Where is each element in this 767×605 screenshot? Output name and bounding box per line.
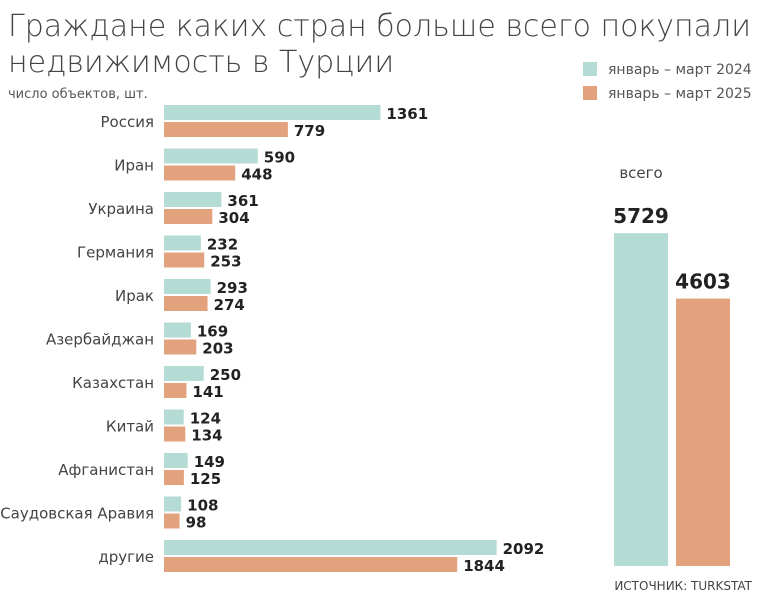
- legend-swatch-2025: [583, 86, 597, 100]
- data-label: 203: [202, 340, 233, 358]
- total-value-label: 5729: [613, 204, 669, 228]
- bar-2025: [164, 557, 458, 572]
- data-label: 134: [191, 427, 222, 445]
- y-axis-label: число объектов, шт.: [8, 87, 148, 102]
- category-label: Германия: [77, 244, 154, 262]
- bar-2024: [164, 148, 258, 164]
- data-label: 779: [294, 122, 325, 140]
- category-label: Азербайджан: [46, 331, 154, 349]
- bar-2024: [164, 496, 182, 512]
- bar-2025: [164, 165, 236, 181]
- data-label: 1844: [463, 557, 505, 575]
- bar-2024: [164, 105, 381, 120]
- bar-2024: [164, 540, 497, 555]
- category-label: Саудовская Аравия: [0, 505, 154, 523]
- chart-title-line2: недвижимость в Турции: [8, 45, 394, 80]
- data-label: 250: [210, 366, 241, 384]
- bar-2025: [164, 470, 184, 485]
- category-label: Иран: [114, 157, 154, 175]
- bar-2025: [164, 426, 186, 442]
- bar-2025: [164, 383, 187, 398]
- data-label: 274: [214, 296, 245, 314]
- data-label: 1361: [386, 105, 428, 123]
- data-label: 448: [241, 166, 272, 184]
- data-label: 124: [190, 410, 221, 428]
- data-label: 304: [218, 209, 249, 227]
- category-label: другие: [98, 548, 154, 566]
- data-label: 293: [217, 279, 248, 297]
- bar-2024: [164, 279, 211, 294]
- data-label: 125: [190, 470, 221, 488]
- data-label: 169: [197, 323, 228, 341]
- bar-2025: [164, 209, 213, 224]
- bar-2024: [164, 192, 222, 207]
- data-label: 361: [227, 192, 258, 210]
- bar-2025: [164, 122, 288, 137]
- data-label: 590: [264, 149, 295, 167]
- bar-2024: [164, 409, 184, 425]
- data-label: 2092: [503, 540, 545, 558]
- data-label: 149: [194, 453, 225, 471]
- total-bar-2024: [614, 233, 668, 567]
- source-note: ИСТОЧНИК: TURKSTAT: [614, 579, 752, 593]
- category-label: Афганистан: [58, 461, 154, 479]
- category-label: Казахстан: [72, 374, 154, 392]
- data-label: 253: [210, 253, 241, 271]
- category-label: Китай: [106, 418, 154, 436]
- legend-swatch-2024: [583, 62, 597, 76]
- bar-2025: [164, 513, 180, 529]
- data-label: 232: [207, 236, 238, 254]
- legend-label-2025: январь – март 2025: [608, 86, 752, 102]
- category-label: Ирак: [115, 287, 154, 305]
- totals-label: всего: [619, 164, 662, 182]
- data-label: 98: [186, 514, 207, 532]
- bar-2025: [164, 296, 208, 311]
- total-bar-2025: [676, 298, 730, 566]
- bar-2024: [164, 322, 191, 338]
- bar-2024: [164, 235, 201, 251]
- chart-title-line1: Граждане каких стран больше всего покупа…: [8, 9, 751, 44]
- bar-2025: [164, 339, 197, 355]
- total-value-label: 4603: [675, 270, 731, 294]
- data-label: 108: [187, 497, 218, 515]
- legend-label-2024: январь – март 2024: [608, 62, 752, 78]
- bar-2024: [164, 453, 188, 468]
- bar-2025: [164, 252, 205, 268]
- category-label: Россия: [101, 113, 155, 131]
- bar-2024: [164, 366, 204, 381]
- data-label: 141: [192, 383, 223, 401]
- category-label: Украина: [88, 200, 154, 218]
